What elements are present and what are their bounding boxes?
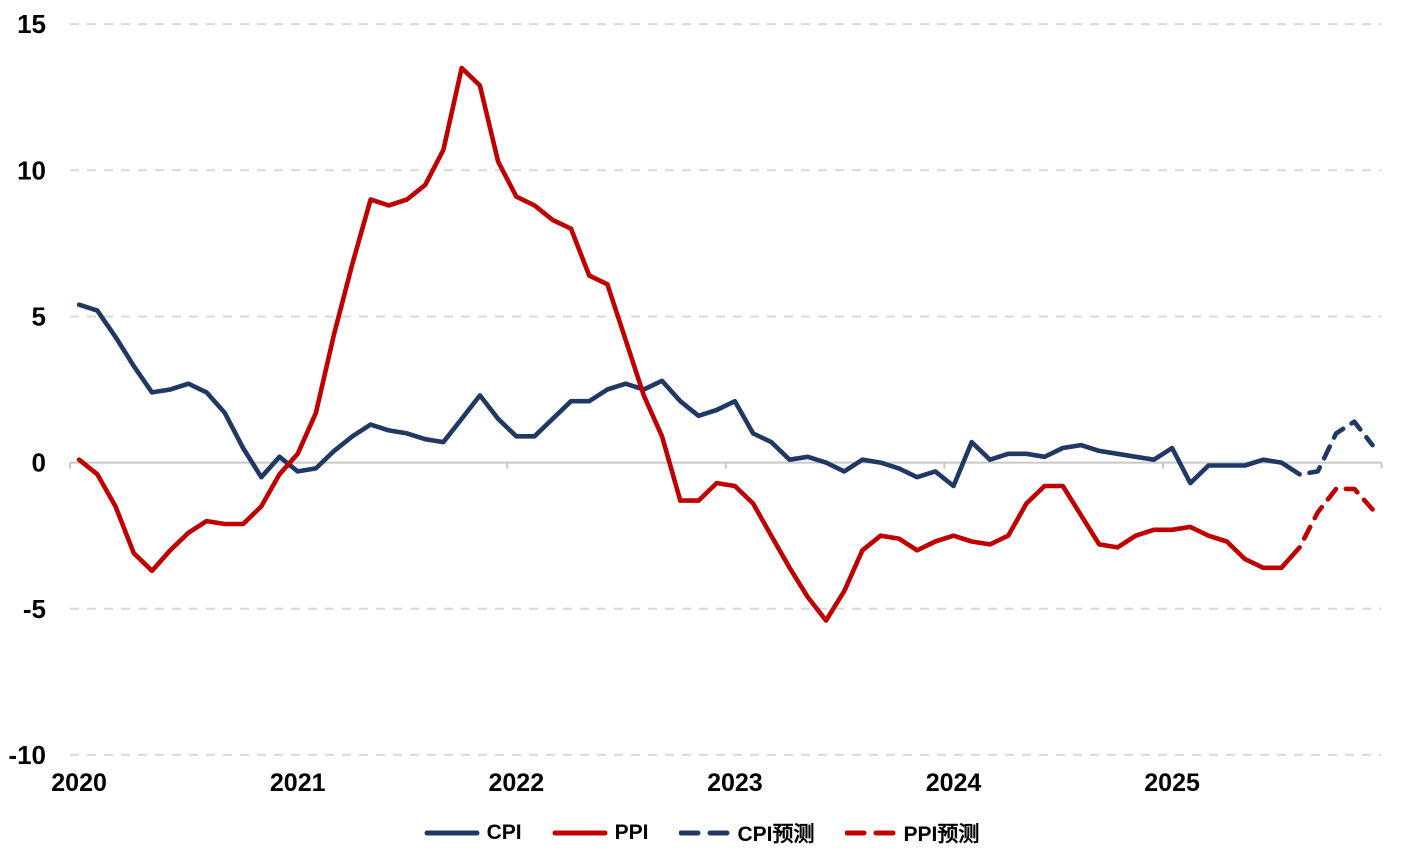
legend-label-cpi: CPI (486, 821, 522, 844)
y-axis-label-10: 10 (17, 155, 46, 185)
series-line-PPI (76, 65, 1302, 623)
legend-item-cpi-forecast: CPI预测 (678, 818, 815, 848)
ppi-dashed-line-swatch (844, 830, 897, 836)
legend-item-ppi: PPI (552, 821, 649, 845)
legend-item-cpi: CPI (424, 821, 522, 845)
series-line-CPI预测 (1297, 419, 1375, 477)
x-axis-label-2023: 2023 (707, 769, 763, 797)
y-axis-label-0: 0 (32, 448, 46, 478)
ppi-solid-line-swatch (552, 830, 608, 836)
x-axis-label-2024: 2024 (926, 769, 982, 797)
chart-legend: CPI PPI CPI预测 PPI预测 (0, 816, 1403, 850)
y-axis-label--5: -5 (23, 594, 46, 624)
legend-item-ppi-forecast: PPI预测 (844, 818, 980, 848)
x-axis-label-2021: 2021 (270, 769, 326, 797)
y-axis-label-15: 15 (17, 9, 46, 39)
legend-label-cpi-forecast: CPI预测 (737, 823, 815, 846)
y-axis-label-5: 5 (32, 301, 46, 331)
x-axis-label-2020: 2020 (51, 769, 107, 797)
x-axis-label-2025: 2025 (1144, 769, 1200, 797)
y-axis-label--10: -10 (8, 740, 46, 770)
cpi-dashed-line-swatch (678, 830, 731, 836)
legend-label-ppi: PPI (614, 821, 649, 844)
x-axis-label-2022: 2022 (488, 769, 544, 797)
legend-label-ppi-forecast: PPI预测 (903, 823, 980, 846)
series-line-PPI预测 (1297, 486, 1375, 550)
cpi-solid-line-swatch (424, 830, 480, 836)
series-line-CPI (76, 302, 1302, 489)
